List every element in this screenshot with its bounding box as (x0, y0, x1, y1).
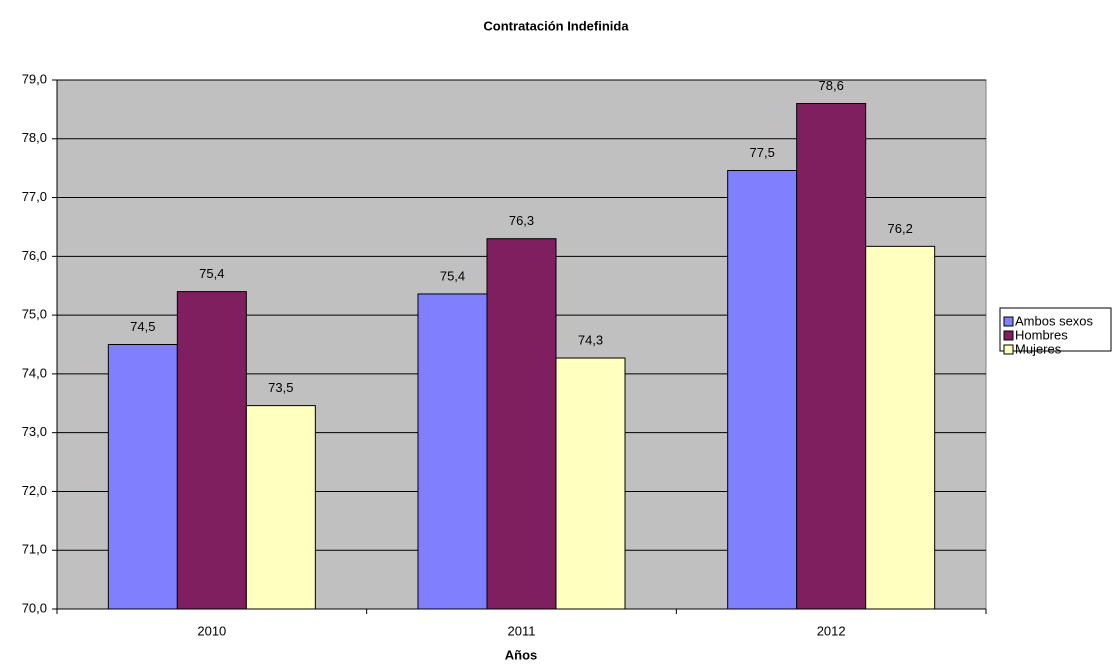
bar (417, 293, 488, 610)
legend-swatch (1003, 344, 1014, 355)
legend-label: Hombres (1015, 327, 1068, 342)
bar (727, 170, 798, 610)
x-tick-label: 2012 (817, 623, 846, 638)
x-tick-label: 2010 (197, 623, 226, 638)
data-label: 74,5 (130, 319, 155, 334)
bar (486, 238, 557, 610)
y-tick-label: 77,0 (22, 189, 47, 204)
bar (107, 344, 178, 610)
y-tick-label: 78,0 (22, 130, 47, 145)
data-label: 78,6 (819, 78, 844, 93)
data-label: 75,4 (440, 268, 465, 283)
legend-label: Mujeres (1015, 341, 1062, 356)
y-tick-label: 79,0 (22, 71, 47, 86)
x-axis-title: Años (505, 647, 538, 662)
data-label: 76,2 (888, 221, 913, 236)
bar (176, 291, 247, 610)
bar (555, 357, 626, 610)
data-label: 75,4 (199, 266, 224, 281)
bar (245, 405, 316, 610)
legend-label: Ambos sexos (1015, 313, 1094, 328)
legend-box (999, 307, 1112, 352)
bar (865, 245, 936, 610)
y-tick-label: 73,0 (22, 424, 47, 439)
data-label: 77,5 (750, 145, 775, 160)
data-label: 73,5 (268, 380, 293, 395)
legend-swatch (1003, 316, 1014, 327)
chart-title: Contratación Indefinida (483, 18, 629, 33)
y-tick-label: 75,0 (22, 307, 47, 322)
x-tick-label: 2011 (508, 623, 536, 638)
y-tick-label: 76,0 (22, 248, 47, 263)
y-tick-label: 70,0 (22, 600, 47, 615)
legend-swatch (1003, 330, 1014, 341)
bar (796, 103, 867, 610)
data-label: 76,3 (509, 213, 534, 228)
data-label: 74,3 (578, 332, 603, 347)
y-tick-label: 72,0 (22, 483, 47, 498)
y-tick-label: 74,0 (22, 365, 47, 380)
y-tick-label: 71,0 (22, 542, 47, 557)
